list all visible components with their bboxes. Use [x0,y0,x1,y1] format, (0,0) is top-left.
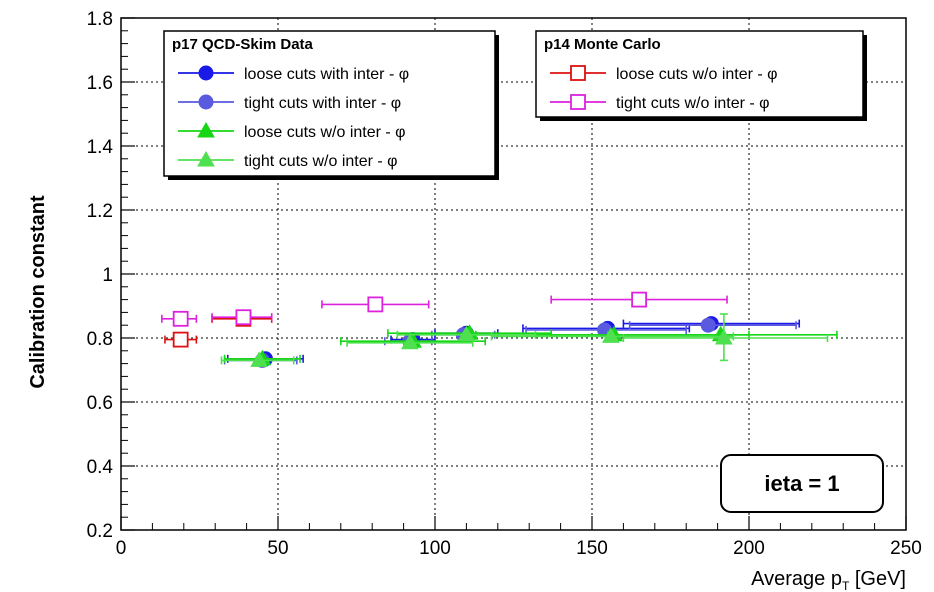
data-point [198,94,214,110]
x-tick-label: 200 [733,538,765,559]
y-tick-label: 0.6 [87,393,113,414]
legend-box [163,30,496,177]
legend-title: p17 QCD-Skim Data [172,36,314,53]
y-tick-label: 1 [102,265,113,286]
data-point [197,150,215,167]
x-tick-label: 50 [267,538,288,559]
data-point [700,317,716,333]
legend-data: p17 QCD-Skim Data loose cuts with inter -… [163,30,499,180]
legend-label: loose cuts w/o inter - φ [616,66,778,83]
legend-label: loose cuts with inter - φ [244,66,409,83]
annotation: ieta = 1 [720,454,884,513]
x-tick-label: 250 [890,538,922,559]
data-series [161,291,838,368]
x-tick-label: 150 [576,538,608,559]
legends: p17 QCD-Skim Data loose cuts with inter -… [163,30,867,180]
y-tick-label: 0.2 [87,521,113,542]
x-tick-label: 0 [116,538,127,559]
data-point [250,351,269,367]
data-point [235,309,252,326]
legend-title: p14 Monte Carlo [544,36,661,53]
data-point [172,310,189,327]
y-tick-label: 0.4 [87,457,114,478]
legend-label: loose cuts w/o inter - φ [244,124,406,141]
data-point [172,331,189,348]
data-point [631,291,647,308]
series-2 [223,324,838,366]
data-point [198,65,214,81]
legend-label: tight cuts w/o inter - φ [616,95,770,112]
series-5 [161,291,728,327]
annotation-box [720,454,884,513]
data-point [367,296,384,313]
data-point [601,327,620,343]
x-axis-title: Average pT [GeV] [751,568,906,592]
x-tick-label: 100 [419,538,451,559]
series-3 [220,313,829,367]
y-axis-title: Calibration constant [27,195,49,389]
y-tick-label: 1.2 [87,201,113,222]
data-point [570,65,586,81]
annotation-label: ieta = 1 [764,471,839,496]
data-point [401,333,419,350]
data-point [197,121,215,138]
data-point [715,328,733,345]
data-point [570,94,586,110]
y-tick-label: 1.6 [87,73,113,94]
legend-label: tight cuts with inter - φ [244,95,401,112]
legend-monte-carlo: p14 Monte Carlo loose cuts w/o inter - φ t… [535,30,867,121]
legend-label: tight cuts w/o inter - φ [244,153,398,170]
y-tick-label: 0.8 [87,329,113,350]
series-1 [223,317,797,368]
y-tick-label: 1.8 [87,9,113,30]
y-tick-label: 1.4 [87,137,114,158]
axes: 0 50 100 150 200 250 0.2 0.4 0.6 0.8 1 1.2 1.4 1.6 1.8 [87,9,922,559]
data-point [457,325,476,342]
